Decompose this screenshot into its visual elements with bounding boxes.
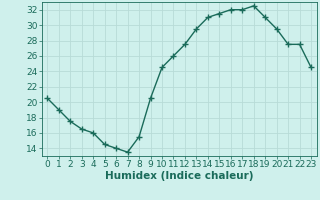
X-axis label: Humidex (Indice chaleur): Humidex (Indice chaleur)	[105, 171, 253, 181]
